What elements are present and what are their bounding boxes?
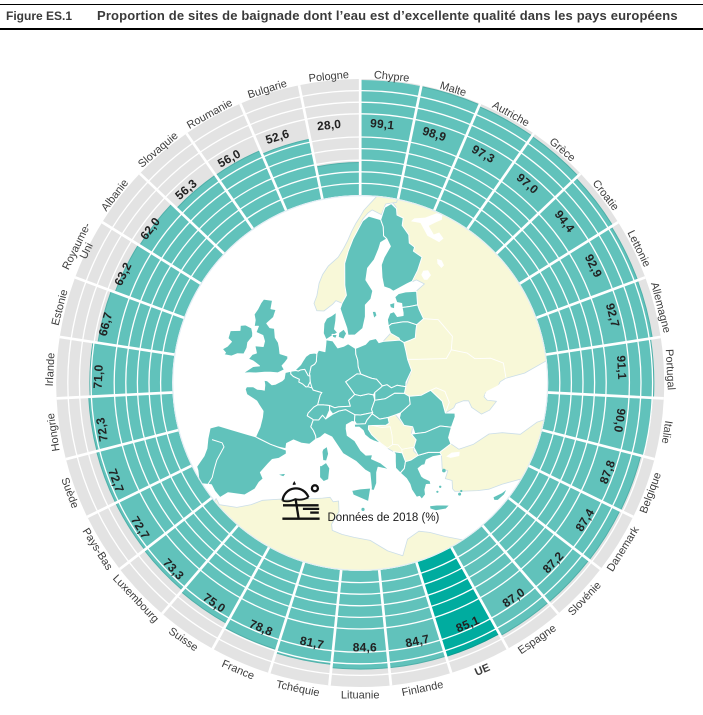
svg-text:52,6: 52,6 <box>264 126 291 147</box>
svg-text:84,7: 84,7 <box>404 632 431 651</box>
svg-text:84,6: 84,6 <box>353 640 377 654</box>
svg-text:Données de 2018 (%): Données de 2018 (%) <box>328 512 440 524</box>
svg-text:72,3: 72,3 <box>93 416 111 442</box>
svg-text:90,0: 90,0 <box>611 407 629 433</box>
svg-text:99,1: 99,1 <box>369 116 395 132</box>
svg-text:81,7: 81,7 <box>299 634 326 653</box>
svg-text:92,7: 92,7 <box>603 302 623 329</box>
svg-text:Italie: Italie <box>659 420 674 445</box>
svg-text:91,1: 91,1 <box>614 355 629 380</box>
svg-text:Chypre: Chypre <box>373 69 409 85</box>
svg-text:28,0: 28,0 <box>316 117 342 133</box>
svg-text:71,0: 71,0 <box>91 364 106 389</box>
svg-text:Lituanie: Lituanie <box>341 689 380 701</box>
svg-text:UE: UE <box>473 662 492 679</box>
svg-text:98,9: 98,9 <box>421 124 448 145</box>
svg-text:66,7: 66,7 <box>96 311 116 338</box>
svg-text:Portugal: Portugal <box>663 349 677 391</box>
svg-text:Pologne: Pologne <box>308 69 349 85</box>
svg-text:Hongrie: Hongrie <box>45 412 63 452</box>
svg-text:Irlande: Irlande <box>44 352 58 386</box>
